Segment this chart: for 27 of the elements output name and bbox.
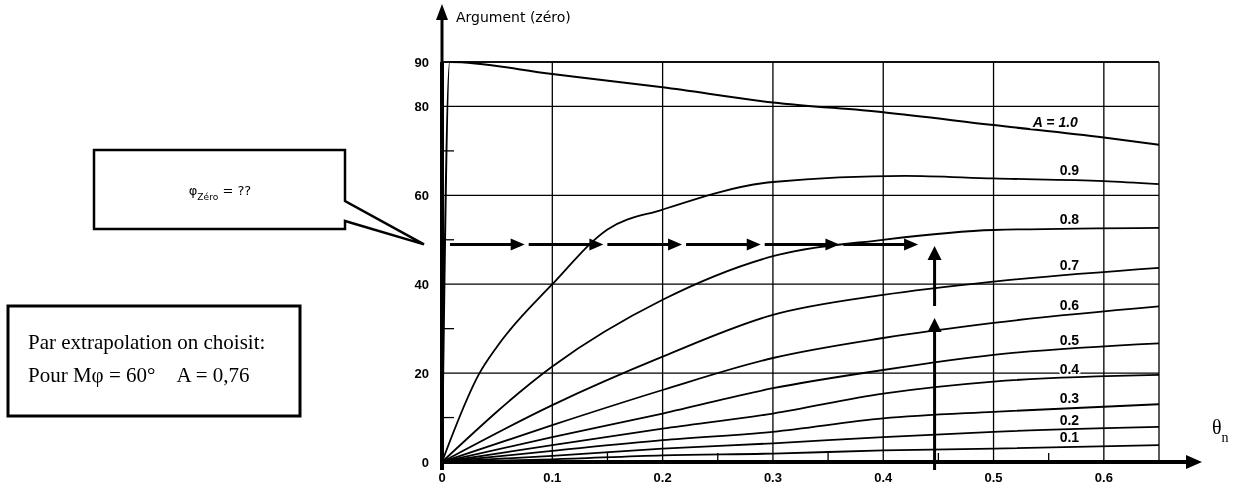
text: Par extrapolation on choisit: Pour Mφ = 60° A = 0,76 (28, 330, 266, 387)
x-tick-label: 0.2 (653, 470, 672, 485)
y-tick-label: 90 (414, 54, 429, 70)
series-label: 0.7 (1059, 257, 1080, 274)
text: φ$_{Zéro}$ = ?? (188, 183, 252, 202)
series-label: 0.5 (1059, 331, 1080, 348)
x-tick-label: 0.5 (984, 470, 1003, 485)
x-tick-label: 0.1 (543, 470, 562, 485)
x-tick-label: 0.4 (874, 470, 894, 485)
series-label: 0.2 (1059, 411, 1080, 428)
y-tick-label: 20 (414, 365, 429, 381)
y-tick-label: 60 (414, 187, 429, 203)
series-label: 0.9 (1059, 162, 1080, 179)
series-label: 0.8 (1059, 210, 1080, 227)
x-tick-label: 0 (438, 470, 446, 485)
x-tick-label: 0.3 (763, 470, 782, 485)
y-tick-label: 40 (414, 276, 429, 292)
series-label: 0.3 (1059, 390, 1080, 407)
series-label: 0.6 (1059, 297, 1080, 314)
x-axis-title: θ$_{n}$ (1212, 416, 1229, 445)
y-axis-title: Argument (zéro) (456, 9, 571, 25)
x-tick-label: 0.6 (1094, 470, 1113, 485)
series-label: 0.4 (1059, 360, 1080, 377)
series-label: A = 1.0 (1031, 113, 1079, 130)
y-tick-label: 80 (414, 98, 429, 114)
y-tick-label: 0 (421, 454, 429, 470)
series-label: 0.1 (1059, 429, 1080, 446)
